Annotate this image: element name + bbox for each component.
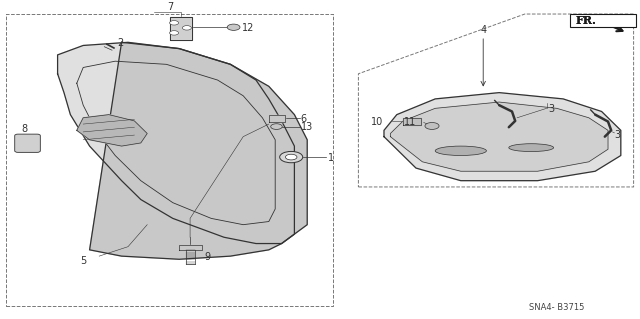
Circle shape	[170, 21, 179, 25]
Polygon shape	[90, 42, 307, 259]
Text: 8: 8	[21, 123, 28, 134]
Ellipse shape	[435, 146, 486, 155]
Text: 2: 2	[117, 38, 124, 48]
Text: FR.: FR.	[576, 15, 597, 26]
Circle shape	[227, 24, 240, 30]
Text: 4: 4	[480, 25, 486, 35]
Text: 9: 9	[205, 252, 211, 262]
Text: 7: 7	[167, 2, 173, 11]
Circle shape	[271, 124, 282, 130]
Text: SNA4- B3715: SNA4- B3715	[529, 303, 584, 313]
Polygon shape	[77, 115, 147, 146]
Circle shape	[285, 154, 297, 160]
Polygon shape	[58, 42, 294, 243]
Text: 10: 10	[371, 117, 383, 127]
Text: 5: 5	[80, 256, 86, 266]
FancyBboxPatch shape	[15, 134, 40, 152]
Circle shape	[170, 31, 179, 35]
Text: 6: 6	[301, 114, 307, 124]
Ellipse shape	[509, 144, 554, 152]
Circle shape	[280, 152, 303, 163]
Polygon shape	[269, 115, 285, 122]
Polygon shape	[170, 17, 192, 40]
Polygon shape	[179, 245, 202, 250]
Text: FR.: FR.	[576, 15, 597, 26]
Polygon shape	[390, 102, 608, 171]
Circle shape	[182, 26, 191, 30]
Text: 1: 1	[328, 153, 335, 163]
Circle shape	[425, 122, 439, 130]
Text: 3: 3	[614, 130, 621, 140]
Polygon shape	[403, 118, 421, 125]
Text: 11: 11	[404, 116, 416, 127]
Text: 3: 3	[548, 104, 554, 114]
Polygon shape	[384, 93, 621, 181]
Text: 12: 12	[242, 23, 254, 33]
FancyBboxPatch shape	[570, 14, 636, 27]
Text: 13: 13	[301, 122, 313, 132]
